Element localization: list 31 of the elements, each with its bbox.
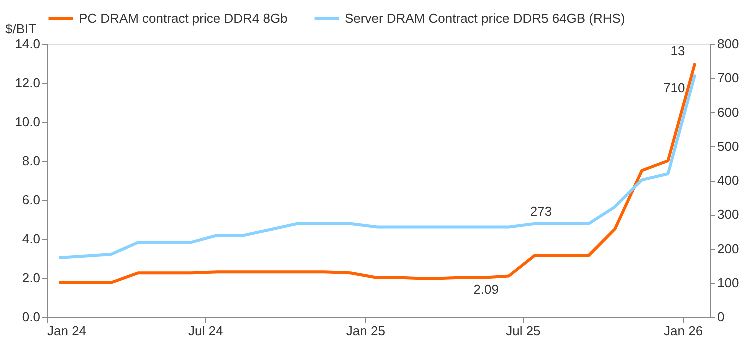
legend-label: Server DRAM Contract price DDR5 64GB (RHS) <box>345 11 626 26</box>
y2-tick-label: 200 <box>718 241 740 256</box>
line-series <box>58 62 697 284</box>
y-tick-label: 0.0 <box>22 310 40 324</box>
y2-tick-label: 0 <box>718 310 725 324</box>
x-tick-label: Jan 25 <box>346 324 386 338</box>
y-tick-label: 6.0 <box>22 192 40 208</box>
x-tick-label: Jul 24 <box>188 324 224 338</box>
y2-tick-label: 600 <box>718 104 740 120</box>
y-tick-label: 8.0 <box>22 154 40 168</box>
x-tick-label: Jan 26 <box>664 324 704 338</box>
y-tick-label: 4.0 <box>22 232 40 246</box>
data-label: 2.09 <box>474 282 500 298</box>
data-label: 273 <box>530 204 552 219</box>
data-label: 710 <box>664 80 686 96</box>
y-tick-label: 14.0 <box>15 36 40 52</box>
y2-tick-label: 700 <box>718 70 740 86</box>
y-tick-label: 10.0 <box>15 114 40 130</box>
y2-tick-label: 400 <box>718 173 740 188</box>
y2-tick-label: 500 <box>718 138 740 154</box>
y2-tick-label: 300 <box>718 207 740 222</box>
y2-tick-label: 100 <box>718 275 740 290</box>
y2-tick-label: 800 <box>718 36 740 52</box>
legend-label: PC DRAM contract price DDR4 8Gb <box>79 11 288 26</box>
x-tick-label: Jan 24 <box>48 324 87 338</box>
y-axis-title: $/BIT <box>6 22 37 36</box>
x-tick-label: Jul 25 <box>506 324 541 338</box>
y-tick-label: 12.0 <box>15 76 40 90</box>
y-tick-label: 2.0 <box>22 270 40 286</box>
line-series <box>58 73 697 260</box>
data-label: 13 <box>670 44 686 58</box>
